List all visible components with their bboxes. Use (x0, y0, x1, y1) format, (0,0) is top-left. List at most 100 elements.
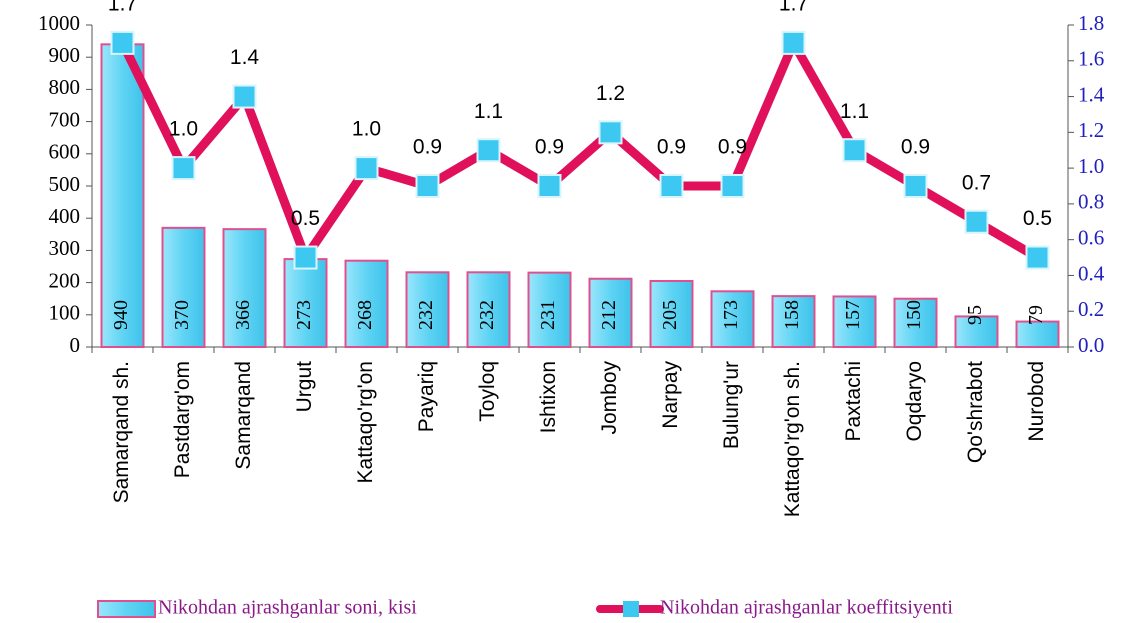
line-marker (415, 174, 440, 198)
legend-label: Nikohdan ajrashganlar koeffitsiyenti (660, 597, 953, 619)
line-value-label: 0.5 (291, 207, 320, 230)
line-value-label: 1.0 (352, 118, 381, 141)
y-tick-label: 0 (70, 333, 81, 357)
y-tick-label: 400 (49, 204, 81, 228)
bar (649, 279, 694, 348)
x-tick-label: Kattaqo'rg'on (354, 361, 377, 483)
y-tick-label: 600 (49, 140, 81, 164)
x-tick-label: Urgut (293, 361, 316, 413)
line-marker (720, 174, 745, 198)
bar (222, 228, 267, 348)
x-tick-label: Pastdarg'om (171, 361, 194, 478)
line-marker (171, 156, 196, 181)
bar-value-label: 95 (964, 305, 986, 325)
line-value-label: 0.9 (657, 136, 686, 159)
bar-value-label: 205 (659, 300, 681, 330)
line-marker (964, 209, 989, 234)
line-marker (232, 84, 257, 109)
bar (161, 226, 206, 348)
line-marker (537, 174, 562, 198)
line (118, 38, 1040, 263)
line-value-label: 1.7 (779, 0, 808, 15)
bar-value-label: 173 (720, 300, 742, 330)
line-marker (903, 174, 928, 198)
bar-value-label: 212 (598, 300, 620, 330)
x-tick-label: Ishtixon (537, 361, 560, 433)
y2-tick-label: 0.0 (1078, 333, 1104, 357)
line-value-label: 1.4 (230, 46, 260, 69)
bar-value-label: 79 (1025, 305, 1047, 325)
line-marker (476, 138, 501, 163)
y-tick-label: 1000 (38, 11, 80, 35)
bar-value-label: 150 (903, 300, 925, 330)
line-value-label: 0.9 (413, 136, 442, 159)
y-tick-label: 500 (49, 172, 81, 196)
line-marker (293, 245, 318, 270)
line-value-label: 0.9 (535, 136, 564, 159)
x-tick-label: Payariq (415, 361, 438, 432)
y2-tick-label: 1.4 (1078, 82, 1105, 106)
line-value-label: 1.7 (108, 0, 137, 15)
bar-value-label: 231 (537, 300, 559, 330)
bar-value-label: 370 (171, 300, 193, 330)
bar (710, 290, 755, 349)
line-marker (842, 138, 867, 163)
line-value-label: 1.1 (474, 100, 503, 123)
x-tick-label: Samarqand (232, 361, 255, 470)
line-value-label: 0.5 (1023, 207, 1052, 230)
line-marker (659, 174, 684, 198)
y2-tick-label: 0.4 (1078, 261, 1105, 285)
bar (466, 271, 511, 348)
legend-label: Nikohdan ajrashganlar soni, kisi (158, 597, 417, 619)
bar (893, 297, 938, 349)
bar (771, 295, 816, 348)
bar-value-label: 273 (293, 300, 315, 330)
line-marker (1025, 245, 1050, 270)
bar (344, 259, 389, 349)
bar (405, 271, 450, 348)
line-value-label: 0.9 (901, 136, 930, 159)
x-tick-label: Nurobod (1025, 361, 1048, 442)
bar (283, 258, 328, 348)
bar (588, 277, 633, 348)
y2-tick-label: 1.6 (1078, 47, 1104, 71)
y2-tick-label: 1.0 (1078, 154, 1104, 178)
x-tick-label: Kattaqo'rg'on sh. (781, 361, 804, 517)
line-marker (598, 120, 623, 145)
y2-tick-label: 0.8 (1078, 190, 1104, 214)
bar-value-label: 232 (415, 300, 437, 330)
bar (527, 271, 572, 349)
x-tick-label: Paxtachi (842, 361, 865, 442)
line-marker (110, 30, 135, 55)
x-tick-label: Oqdaryo (903, 361, 926, 442)
bar-value-label: 232 (476, 300, 498, 330)
x-tick-label: Qo'shrabot (964, 361, 987, 463)
bar-value-label: 268 (354, 300, 376, 330)
y-tick-label: 100 (49, 301, 81, 325)
x-tick-label: Toyloq (476, 361, 499, 422)
legend-swatch (97, 600, 156, 618)
y2-tick-label: 0.2 (1078, 297, 1104, 321)
y-tick-label: 700 (49, 107, 81, 131)
line-value-label: 1.1 (840, 100, 869, 123)
line-value-label: 1.0 (169, 118, 198, 141)
line-value-label: 0.9 (718, 136, 747, 159)
bar (954, 315, 999, 349)
x-tick-label: Jomboy (598, 361, 621, 435)
y-tick-label: 800 (49, 75, 81, 99)
y-tick-label: 200 (49, 268, 81, 292)
y2-tick-label: 0.6 (1078, 225, 1104, 249)
x-tick-label: Samarqand sh. (110, 361, 133, 503)
line-value-label: 0.7 (962, 171, 991, 194)
line-marker (781, 30, 806, 55)
y-tick-label: 900 (49, 43, 81, 67)
x-tick-label: Narpay (659, 361, 682, 429)
bar-value-label: 366 (232, 300, 254, 330)
x-tick-label: Bulung'ur (720, 361, 743, 449)
y2-tick-label: 1.2 (1078, 118, 1104, 142)
line-value-label: 1.2 (596, 82, 625, 105)
line-marker (354, 156, 379, 181)
legend-marker (623, 601, 639, 617)
bar-value-label: 158 (781, 300, 803, 330)
